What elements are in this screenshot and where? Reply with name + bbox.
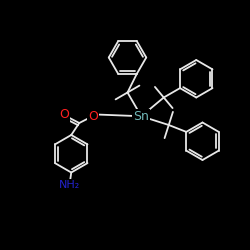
Text: O: O <box>59 108 69 122</box>
Text: Sn: Sn <box>133 110 149 123</box>
Text: NH₂: NH₂ <box>59 180 80 190</box>
Text: O: O <box>88 110 98 122</box>
